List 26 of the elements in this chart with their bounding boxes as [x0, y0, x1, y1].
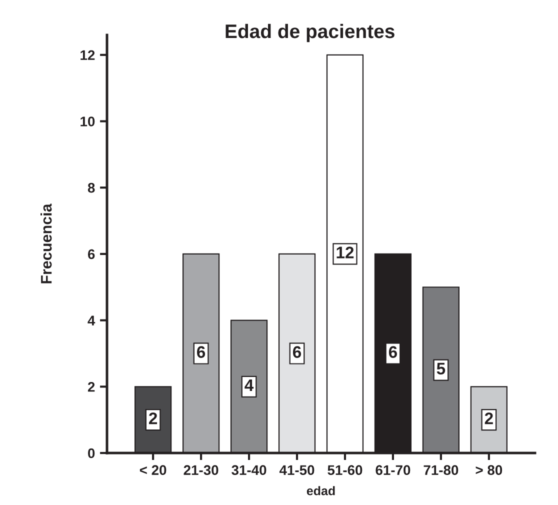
data-label: 2 [484, 412, 493, 424]
data-label: 6 [292, 346, 302, 358]
data-label: 5 [436, 362, 446, 375]
x-tick-label: 61-70 [376, 465, 410, 476]
y-tick-label: 8 [88, 182, 95, 193]
data-label: 12 [336, 246, 354, 258]
data-label: 4 [244, 379, 254, 391]
y-tick-label: 0 [88, 448, 95, 458]
x-tick-label: > 80 [476, 465, 502, 476]
x-tick-label: < 20 [140, 465, 166, 476]
x-tick-label: 31-40 [232, 465, 266, 476]
y-tick-label: 12 [80, 50, 95, 60]
chart-title: Edad de pacientes [226, 24, 394, 42]
data-label: 6 [197, 346, 206, 358]
y-tick-label: 2 [88, 382, 95, 392]
y-axis-title: Frecuencia [40, 204, 52, 284]
y-tick-label: 4 [88, 316, 96, 326]
x-tick-label: 21-30 [184, 465, 218, 476]
x-tick-label: 51-60 [328, 465, 362, 476]
x-axis-title: edad [306, 486, 335, 496]
x-tick-label: 41-50 [279, 465, 314, 476]
y-tick-label: 10 [80, 116, 95, 126]
data-label: 2 [149, 412, 158, 424]
x-tick-label: 71-80 [424, 465, 458, 476]
y-tick-label: 6 [88, 249, 95, 260]
data-label: 6 [388, 346, 398, 358]
